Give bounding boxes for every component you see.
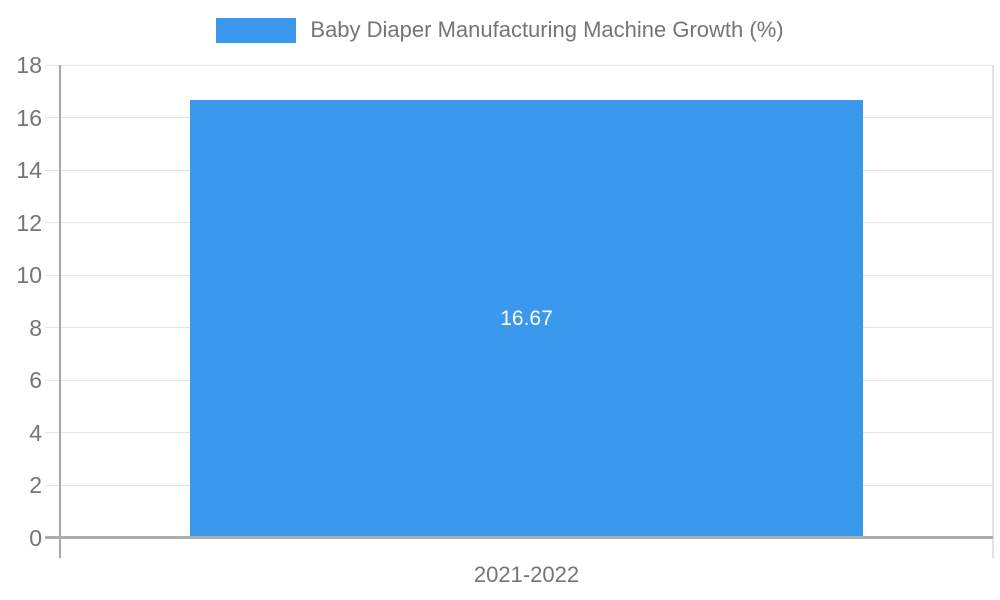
y-axis-tick-label: 14 (16, 157, 42, 184)
legend-item[interactable]: Baby Diaper Manufacturing Machine Growth… (216, 17, 784, 43)
bar-value-label: 16.67 (500, 306, 553, 330)
legend-swatch (216, 17, 297, 43)
bar[interactable]: 16.67 (190, 99, 863, 538)
gridline (45, 64, 993, 66)
x-axis-tick-label: 2021-2022 (473, 562, 580, 587)
y-axis-tick-label: 12 (16, 209, 42, 236)
y-axis-tick-label: 18 (16, 52, 42, 78)
plot-area: 16.67 2021-2022 0 2 4 6 8 10 12 14 16 18 (16, 52, 994, 587)
y-axis-tick-label: 0 (29, 525, 42, 551)
y-axis-tick-label: 8 (29, 314, 42, 341)
y-axis-tick-label: 6 (29, 367, 42, 394)
y-axis-tick-label: 10 (16, 262, 42, 289)
plot-right-border (992, 65, 994, 558)
legend-label: Baby Diaper Manufacturing Machine Growth… (310, 17, 784, 42)
y-axis-tick-label: 16 (16, 104, 42, 131)
legend: Baby Diaper Manufacturing Machine Growth… (0, 17, 1000, 43)
x-axis-line (45, 536, 993, 539)
y-axis-tick-label: 2 (29, 472, 42, 499)
y-axis-line (59, 65, 61, 558)
y-axis-tick-label: 4 (29, 419, 42, 446)
